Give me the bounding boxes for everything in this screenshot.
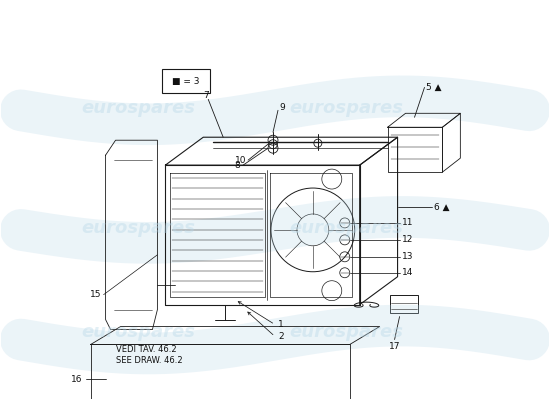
Text: eurospares: eurospares <box>81 322 195 340</box>
Text: eurospares: eurospares <box>289 322 403 340</box>
Text: 13: 13 <box>402 252 413 261</box>
Text: eurospares: eurospares <box>81 99 195 117</box>
Text: eurospares: eurospares <box>81 219 195 237</box>
Text: 9: 9 <box>279 103 285 112</box>
Text: 2: 2 <box>278 332 284 341</box>
Text: 11: 11 <box>402 218 413 228</box>
Text: 10: 10 <box>235 156 246 165</box>
Text: 7: 7 <box>204 91 209 100</box>
Text: eurospares: eurospares <box>289 219 403 237</box>
Text: 17: 17 <box>389 342 400 351</box>
Text: 6 ▲: 6 ▲ <box>434 202 450 212</box>
Text: ■ = 3: ■ = 3 <box>172 77 200 86</box>
Text: 1: 1 <box>278 320 284 329</box>
Text: 5 ▲: 5 ▲ <box>426 83 442 92</box>
Text: 14: 14 <box>402 268 413 277</box>
Text: 15: 15 <box>90 290 102 299</box>
Text: 8: 8 <box>234 161 240 170</box>
Bar <box>389 295 417 313</box>
FancyBboxPatch shape <box>162 70 210 93</box>
Text: SEE DRAW. 46.2: SEE DRAW. 46.2 <box>116 356 183 366</box>
Text: eurospares: eurospares <box>289 99 403 117</box>
Text: 16: 16 <box>71 375 82 384</box>
Text: VEDI TAV. 46.2: VEDI TAV. 46.2 <box>116 346 177 354</box>
Text: 12: 12 <box>402 235 413 244</box>
